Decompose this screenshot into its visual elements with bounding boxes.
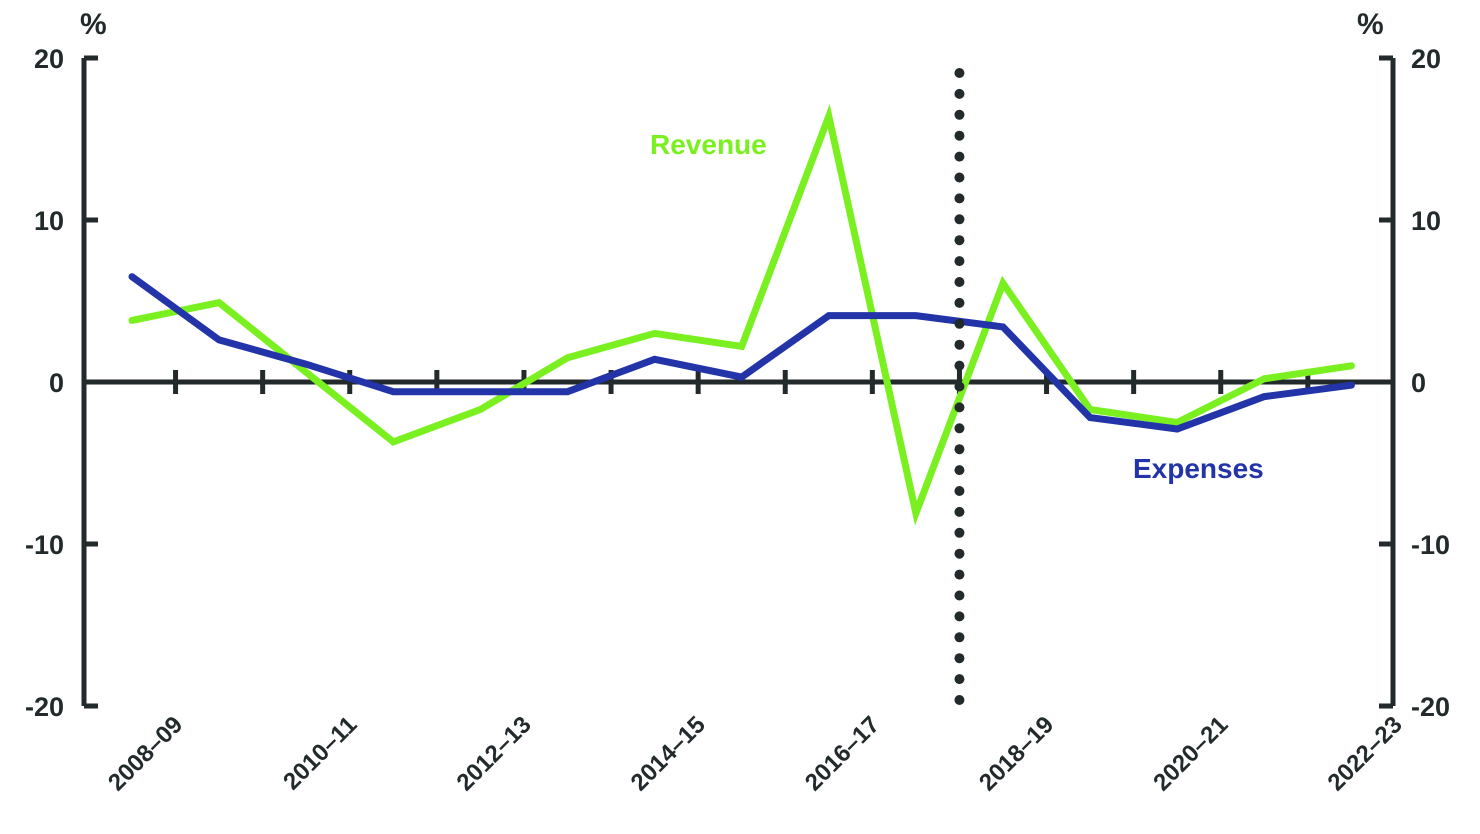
revenue-label: Revenue [650,129,767,160]
left-y-tick-label: 20 [34,44,64,74]
expenses-line [128,273,1355,433]
x-axis-label: 2014–15 [626,711,711,796]
right-y-tick-label: 20 [1411,44,1441,74]
annotations [954,68,965,705]
left-y-tick-label: 10 [34,206,64,236]
expenses-label: Expenses [1133,453,1264,484]
right-y-tick-label: -10 [1411,530,1450,560]
series-lines [128,104,1355,526]
right-unit-label: % [1357,8,1384,41]
right-y-tick-label: -20 [1411,692,1450,722]
revenue-line [128,104,1355,526]
x-axis-label: 2020–21 [1148,711,1233,796]
x-axis-label: 2022–23 [1322,711,1407,796]
x-axis-label: 2008–09 [103,711,188,796]
left-unit-label: % [80,8,107,41]
x-axis-label: 2010–11 [278,711,362,795]
left-y-tick-label: -20 [25,692,64,722]
right-y-tick-label: 10 [1411,206,1441,236]
left-y-tick-label: 0 [49,368,64,398]
x-axis-label: 2012–13 [451,711,536,796]
left-y-tick-label: -10 [25,530,64,560]
x-axis-label: 2016–17 [800,711,885,796]
x-axis-label: 2018–19 [974,711,1059,796]
right-y-tick-label: 0 [1411,368,1426,398]
